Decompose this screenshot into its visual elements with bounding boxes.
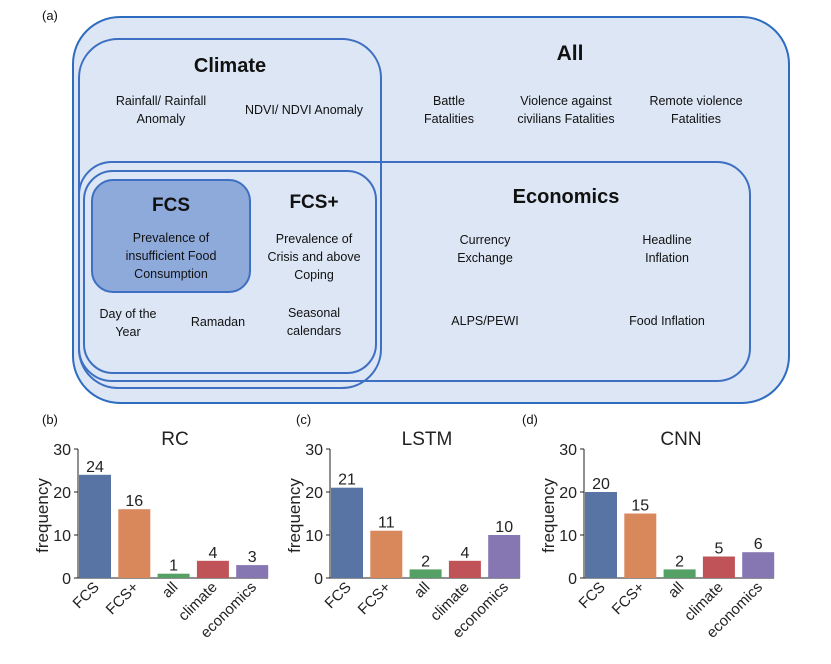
cnn-ytick-label: 0 [568, 571, 577, 588]
all-item-battle-fatalities: Battle Fatalities [423, 94, 475, 126]
lstm-value-label: 21 [338, 472, 356, 489]
chart-cnn: 0102030frequencyCNN20FCS15FCS+2all5clima… [539, 429, 775, 642]
rc-ytick-label: 30 [53, 442, 71, 459]
rc-ytick-label: 0 [62, 571, 71, 588]
lstm-bar-all [409, 569, 442, 578]
economics-group-box [78, 161, 751, 382]
cnn-bar-all [663, 569, 696, 578]
cnn-category-label: FCS+ [609, 579, 649, 619]
lstm-bar-FCS+ [370, 530, 403, 578]
panel-label-c: (c) [296, 412, 312, 427]
rc-value-label: 4 [208, 545, 217, 562]
lstm-title: LSTM [402, 429, 453, 450]
climate-item-ndvi: NDVI/ NDVI Anomaly [244, 103, 364, 117]
cnn-ytick-label: 10 [559, 528, 577, 545]
fcs-title: FCS [152, 195, 190, 216]
fcs-group-box [91, 179, 251, 293]
fcs-plus-group-box [83, 170, 377, 374]
rc-bar-all [157, 573, 190, 578]
lstm-ylabel: frequency [285, 478, 304, 553]
rc-category-label: FCS+ [103, 579, 143, 619]
rc-bar-economics [236, 565, 269, 578]
lstm-ytick-label: 30 [305, 442, 323, 459]
rc-value-label: 24 [86, 459, 104, 476]
fcs-item-insufficient-food: Prevalence of insufficient Food Consumptio… [125, 231, 217, 281]
economics-item-headline-inflation: Headline Inflation [642, 233, 692, 265]
rc-category-label: all [159, 579, 182, 602]
economics-title: Economics [512, 186, 620, 208]
cnn-value-label: 20 [592, 476, 610, 493]
rc-ylabel: frequency [33, 478, 52, 553]
cnn-ylabel: frequency [539, 478, 558, 553]
cnn-title: CNN [660, 429, 701, 450]
rc-category-label: FCS [70, 579, 103, 612]
cnn-category-label: all [665, 579, 688, 602]
fcs-plus-item-crisis-coping: Prevalence of Crisis and above Coping [267, 232, 361, 282]
chart-lstm: 0102030frequencyLSTM21FCS11FCS+2all4clim… [285, 429, 521, 642]
panel-label-a: (a) [42, 8, 58, 23]
economics-item-food-inflation: Food Inflation [629, 314, 705, 328]
panel-label-d: (d) [522, 412, 538, 427]
cnn-bar-FCS [585, 492, 617, 578]
lstm-bar-FCS [331, 487, 363, 578]
lstm-value-label: 10 [495, 519, 513, 536]
economics-item-alps-pewi: ALPS/PEWI [451, 314, 519, 328]
lstm-ytick-label: 10 [305, 528, 323, 545]
lstm-bar-economics [488, 535, 521, 578]
lstm-ytick-label: 20 [305, 485, 323, 502]
fcs-plus-item-ramadan: Ramadan [190, 315, 246, 329]
rc-value-label: 3 [248, 549, 257, 566]
rc-value-label: 1 [169, 558, 178, 575]
lstm-category-label: FCS+ [355, 579, 395, 619]
cnn-bar-climate [702, 556, 735, 578]
all-item-violence-against-civilians: Violence against civilians Fatalities [517, 94, 615, 126]
lstm-category-label: FCS [322, 579, 355, 612]
climate-item-rainfall: Rainfall/ Rainfall Anomaly [115, 94, 207, 126]
lstm-value-label: 2 [421, 553, 430, 570]
rc-ytick-label: 20 [53, 485, 71, 502]
lstm-value-label: 4 [460, 545, 469, 562]
cnn-bar-FCS+ [624, 513, 657, 578]
chart-rc: 0102030frequencyRC24FCS16FCS+1all4climat… [33, 429, 269, 642]
rc-title: RC [161, 429, 188, 450]
lstm-category-label: all [411, 579, 434, 602]
all-item-remote-violence: Remote violence Fatalities [649, 94, 743, 126]
cnn-ytick-label: 20 [559, 485, 577, 502]
fcs-plus-item-day-of-year: Day of the Year [99, 307, 157, 339]
rc-ytick-label: 10 [53, 528, 71, 545]
lstm-ytick-label: 0 [314, 571, 323, 588]
rc-value-label: 16 [125, 493, 143, 510]
panel-label-b: (b) [42, 412, 58, 427]
climate-title: Climate [193, 55, 267, 77]
lstm-value-label: 11 [378, 515, 395, 532]
cnn-value-label: 5 [714, 541, 723, 558]
rc-bar-FCS+ [118, 509, 151, 578]
economics-item-currency-exchange: Currency Exchange [457, 233, 513, 265]
lstm-bar-climate [448, 560, 481, 578]
fcs-plus-item-seasonal-calendars: Seasonal calendars [286, 306, 342, 338]
cnn-bar-economics [742, 552, 775, 578]
cnn-value-label: 15 [631, 498, 649, 515]
fcs-plus-title: FCS+ [289, 192, 339, 213]
cnn-value-label: 6 [754, 536, 763, 553]
all-title: All [556, 42, 584, 65]
cnn-ytick-label: 30 [559, 442, 577, 459]
rc-bar-FCS [79, 474, 111, 578]
cnn-value-label: 2 [675, 553, 684, 570]
rc-bar-climate [196, 560, 229, 578]
cnn-category-label: FCS [576, 579, 609, 612]
